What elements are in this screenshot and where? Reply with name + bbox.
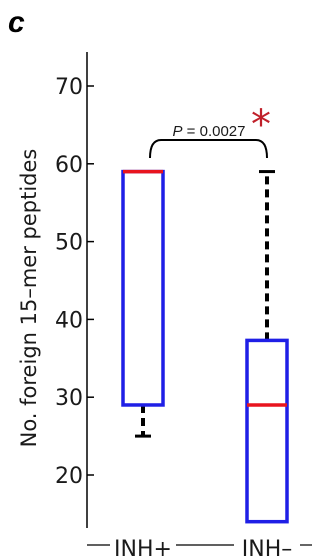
y-tick-label: 40 (55, 308, 83, 333)
boxes (121, 169, 289, 524)
box-inh-plus (121, 169, 165, 438)
p-value-label: P = 0.0027 (173, 123, 246, 140)
significance-annotation: P = 0.0027 * (149, 102, 271, 159)
p-value-symbol: P (173, 123, 183, 140)
y-axis: 20 30 40 50 60 70 (55, 52, 94, 528)
panel-label: c (8, 6, 25, 39)
p-value-number: = 0.0027 (183, 123, 246, 140)
x-category-label: INH+ (114, 537, 172, 560)
y-tick-label: 60 (55, 153, 83, 178)
y-tick-label: 30 (55, 386, 83, 411)
box-inh-minus (245, 170, 289, 524)
x-axis: INH+ INH– (87, 537, 312, 560)
iqr-box (121, 169, 165, 407)
y-tick-label: 50 (55, 231, 83, 256)
y-tick-label: 70 (55, 75, 83, 100)
y-axis-title: No. foreign 15–mer peptides (17, 149, 41, 448)
significance-star: * (251, 102, 271, 148)
x-category-label: INH– (242, 537, 293, 560)
significance-bracket (149, 139, 268, 159)
iqr-box (245, 338, 289, 524)
y-tick-label: 20 (55, 464, 83, 489)
